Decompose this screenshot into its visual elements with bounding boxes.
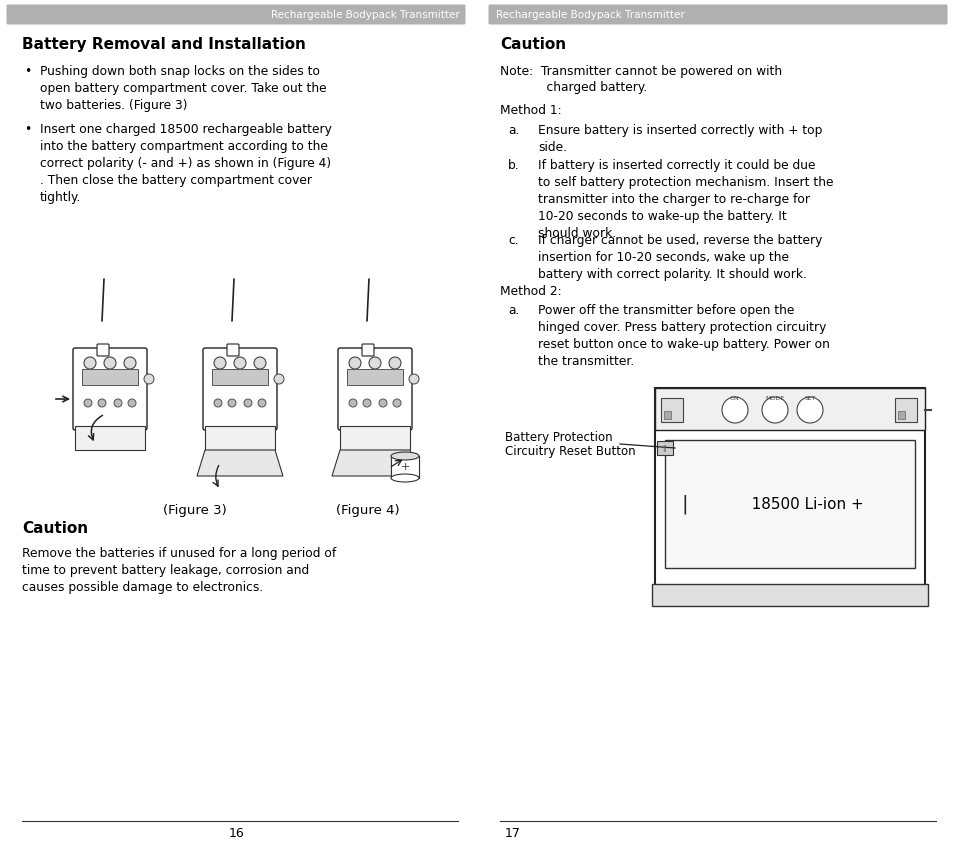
Text: (Figure 4): (Figure 4) bbox=[335, 504, 399, 517]
Text: Circuitry Reset Button: Circuitry Reset Button bbox=[504, 445, 635, 458]
Circle shape bbox=[796, 397, 822, 423]
Circle shape bbox=[98, 399, 106, 407]
Text: Rechargeable Bodypack Transmitter: Rechargeable Bodypack Transmitter bbox=[271, 9, 459, 20]
Circle shape bbox=[409, 374, 418, 384]
Text: (Figure 3): (Figure 3) bbox=[163, 504, 227, 517]
Circle shape bbox=[213, 357, 226, 369]
Text: Method 2:: Method 2: bbox=[499, 284, 561, 297]
Bar bbox=[391, 456, 418, 478]
Bar bbox=[663, 411, 670, 419]
Text: Insert one charged 18500 rechargeable battery
into the battery compartment accor: Insert one charged 18500 rechargeable ba… bbox=[40, 123, 332, 204]
Text: 18500 Li-ion +: 18500 Li-ion + bbox=[736, 497, 862, 511]
FancyBboxPatch shape bbox=[361, 344, 374, 356]
Circle shape bbox=[213, 399, 222, 407]
FancyBboxPatch shape bbox=[488, 4, 946, 25]
Bar bbox=[651, 584, 927, 606]
Text: Battery Protection: Battery Protection bbox=[504, 430, 612, 443]
Circle shape bbox=[363, 399, 371, 407]
Bar bbox=[205, 426, 274, 450]
Bar bbox=[339, 426, 410, 450]
Text: Battery Removal and Installation: Battery Removal and Installation bbox=[22, 37, 306, 52]
Circle shape bbox=[228, 399, 235, 407]
Circle shape bbox=[378, 399, 387, 407]
FancyBboxPatch shape bbox=[227, 344, 239, 356]
Text: Power off the transmitter before open the
hinged cover. Press battery protection: Power off the transmitter before open th… bbox=[537, 304, 829, 368]
Circle shape bbox=[369, 357, 380, 369]
Text: Caution: Caution bbox=[499, 37, 565, 52]
Circle shape bbox=[274, 374, 284, 384]
Bar bbox=[655, 388, 924, 588]
Circle shape bbox=[244, 399, 252, 407]
Bar bbox=[82, 369, 138, 385]
Text: SET: SET bbox=[803, 396, 815, 401]
Text: Pushing down both snap locks on the sides to
open battery compartment cover. Tak: Pushing down both snap locks on the side… bbox=[40, 65, 326, 112]
Circle shape bbox=[124, 357, 136, 369]
Bar bbox=[347, 369, 402, 385]
Circle shape bbox=[349, 357, 360, 369]
Circle shape bbox=[144, 374, 153, 384]
Text: c.: c. bbox=[507, 234, 518, 247]
FancyBboxPatch shape bbox=[97, 344, 109, 356]
FancyBboxPatch shape bbox=[203, 348, 276, 430]
Text: a.: a. bbox=[507, 304, 518, 317]
Polygon shape bbox=[332, 450, 417, 476]
Circle shape bbox=[253, 357, 266, 369]
Text: If battery is inserted correctly it could be due
to self battery protection mech: If battery is inserted correctly it coul… bbox=[537, 159, 833, 239]
Bar bbox=[212, 369, 268, 385]
Circle shape bbox=[389, 357, 400, 369]
Text: Caution: Caution bbox=[22, 521, 88, 536]
Bar bbox=[897, 411, 904, 419]
Bar bbox=[894, 398, 916, 422]
Text: •: • bbox=[24, 123, 31, 136]
Bar bbox=[660, 398, 682, 422]
Text: charged battery.: charged battery. bbox=[499, 81, 646, 93]
Text: MODE: MODE bbox=[764, 396, 783, 401]
Text: Rechargeable Bodypack Transmitter: Rechargeable Bodypack Transmitter bbox=[496, 9, 684, 20]
Text: •: • bbox=[24, 65, 31, 78]
Ellipse shape bbox=[391, 474, 418, 482]
Text: Method 1:: Method 1: bbox=[499, 104, 561, 117]
Circle shape bbox=[349, 399, 356, 407]
Circle shape bbox=[128, 399, 136, 407]
Circle shape bbox=[104, 357, 116, 369]
Text: Ensure battery is inserted correctly with + top
side.: Ensure battery is inserted correctly wit… bbox=[537, 123, 821, 154]
Circle shape bbox=[84, 399, 91, 407]
FancyBboxPatch shape bbox=[7, 4, 465, 25]
Text: If charger cannot be used, reverse the battery
insertion for 10-20 seconds, wake: If charger cannot be used, reverse the b… bbox=[537, 234, 821, 281]
Text: b.: b. bbox=[507, 159, 519, 171]
Circle shape bbox=[257, 399, 266, 407]
Circle shape bbox=[393, 399, 400, 407]
FancyBboxPatch shape bbox=[337, 348, 412, 430]
Bar bbox=[664, 440, 914, 568]
Circle shape bbox=[84, 357, 96, 369]
Circle shape bbox=[233, 357, 246, 369]
Text: Note:  Transmitter cannot be powered on with: Note: Transmitter cannot be powered on w… bbox=[499, 65, 781, 78]
Text: ||: || bbox=[662, 445, 667, 452]
Text: Remove the batteries if unused for a long period of
time to prevent battery leak: Remove the batteries if unused for a lon… bbox=[22, 547, 335, 594]
FancyBboxPatch shape bbox=[73, 348, 147, 430]
Text: 17: 17 bbox=[504, 827, 520, 840]
Circle shape bbox=[113, 399, 122, 407]
Bar bbox=[657, 441, 672, 455]
Text: ON: ON bbox=[729, 396, 740, 401]
Bar bbox=[75, 426, 145, 450]
Text: a.: a. bbox=[507, 123, 518, 137]
Text: |: | bbox=[681, 494, 688, 514]
Polygon shape bbox=[196, 450, 283, 476]
Circle shape bbox=[761, 397, 787, 423]
Bar bbox=[655, 388, 924, 430]
Ellipse shape bbox=[391, 452, 418, 460]
Circle shape bbox=[721, 397, 747, 423]
Text: +: + bbox=[400, 462, 409, 472]
Text: 16: 16 bbox=[229, 827, 245, 840]
